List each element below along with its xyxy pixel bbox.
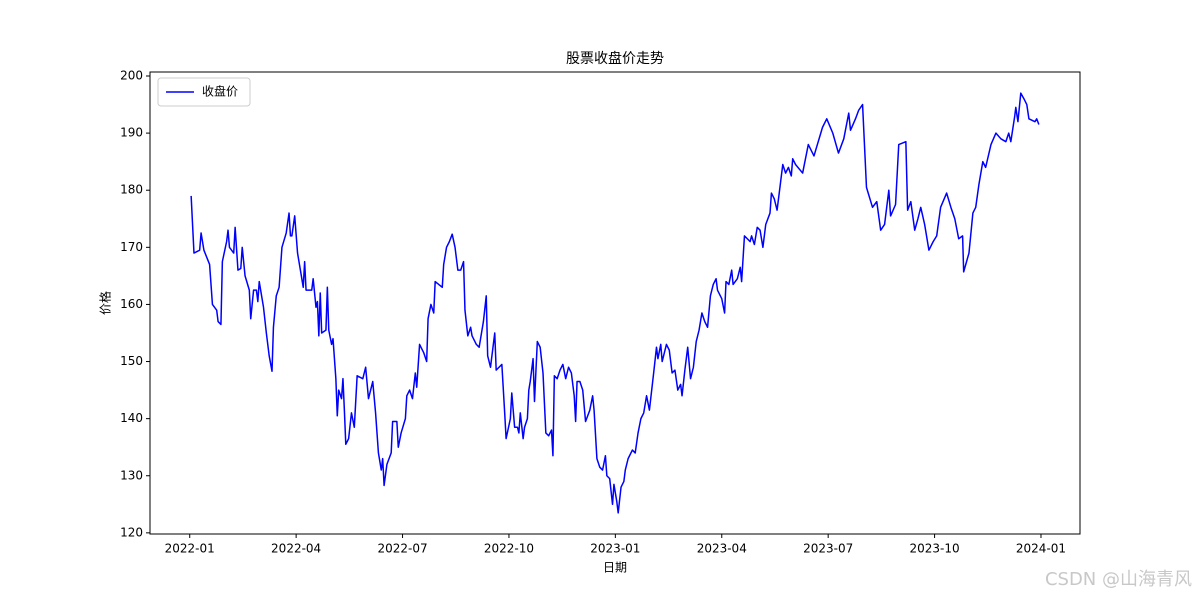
axes-frame: [149, 71, 1081, 535]
legend-box: [157, 77, 251, 107]
x-axis-label: 日期: [603, 561, 627, 575]
chart-title: 股票收盘价走势: [566, 50, 664, 67]
y-tick-label: 140: [120, 411, 143, 425]
x-tick-label: 2022-01: [165, 542, 215, 556]
watermark: CSDN @山海青风: [1045, 569, 1192, 590]
price-line: [190, 92, 1040, 514]
x-tick-label: 2022-10: [484, 542, 534, 556]
y-tick-label: 150: [120, 354, 143, 368]
x-tick-label: 2023-04: [697, 542, 747, 556]
y-tick-label: 200: [120, 68, 143, 82]
y-tick-label: 160: [120, 297, 143, 311]
x-tick-label: 2022-04: [271, 542, 321, 556]
x-tick-label: 2022-07: [377, 542, 427, 556]
legend: 收盘价: [157, 77, 251, 107]
y-tick-label: 120: [120, 525, 143, 539]
y-tick-label: 130: [120, 468, 143, 482]
x-tick-label: 2023-01: [590, 542, 640, 556]
y-axis-label: 价格: [98, 291, 113, 315]
y-tick-label: 170: [120, 240, 143, 254]
x-tick-label: 2023-10: [910, 542, 960, 556]
y-tick-label: 190: [120, 126, 143, 140]
y-tick-label: 180: [120, 183, 143, 197]
x-tick-label: 2023-07: [803, 542, 853, 556]
legend-label: 收盘价: [202, 84, 238, 99]
x-tick-label: 2024-01: [1016, 542, 1066, 556]
